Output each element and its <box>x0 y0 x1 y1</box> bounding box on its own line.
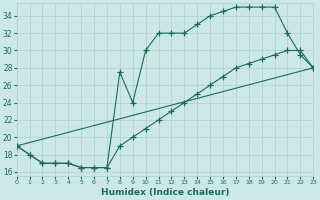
X-axis label: Humidex (Indice chaleur): Humidex (Indice chaleur) <box>101 188 229 197</box>
